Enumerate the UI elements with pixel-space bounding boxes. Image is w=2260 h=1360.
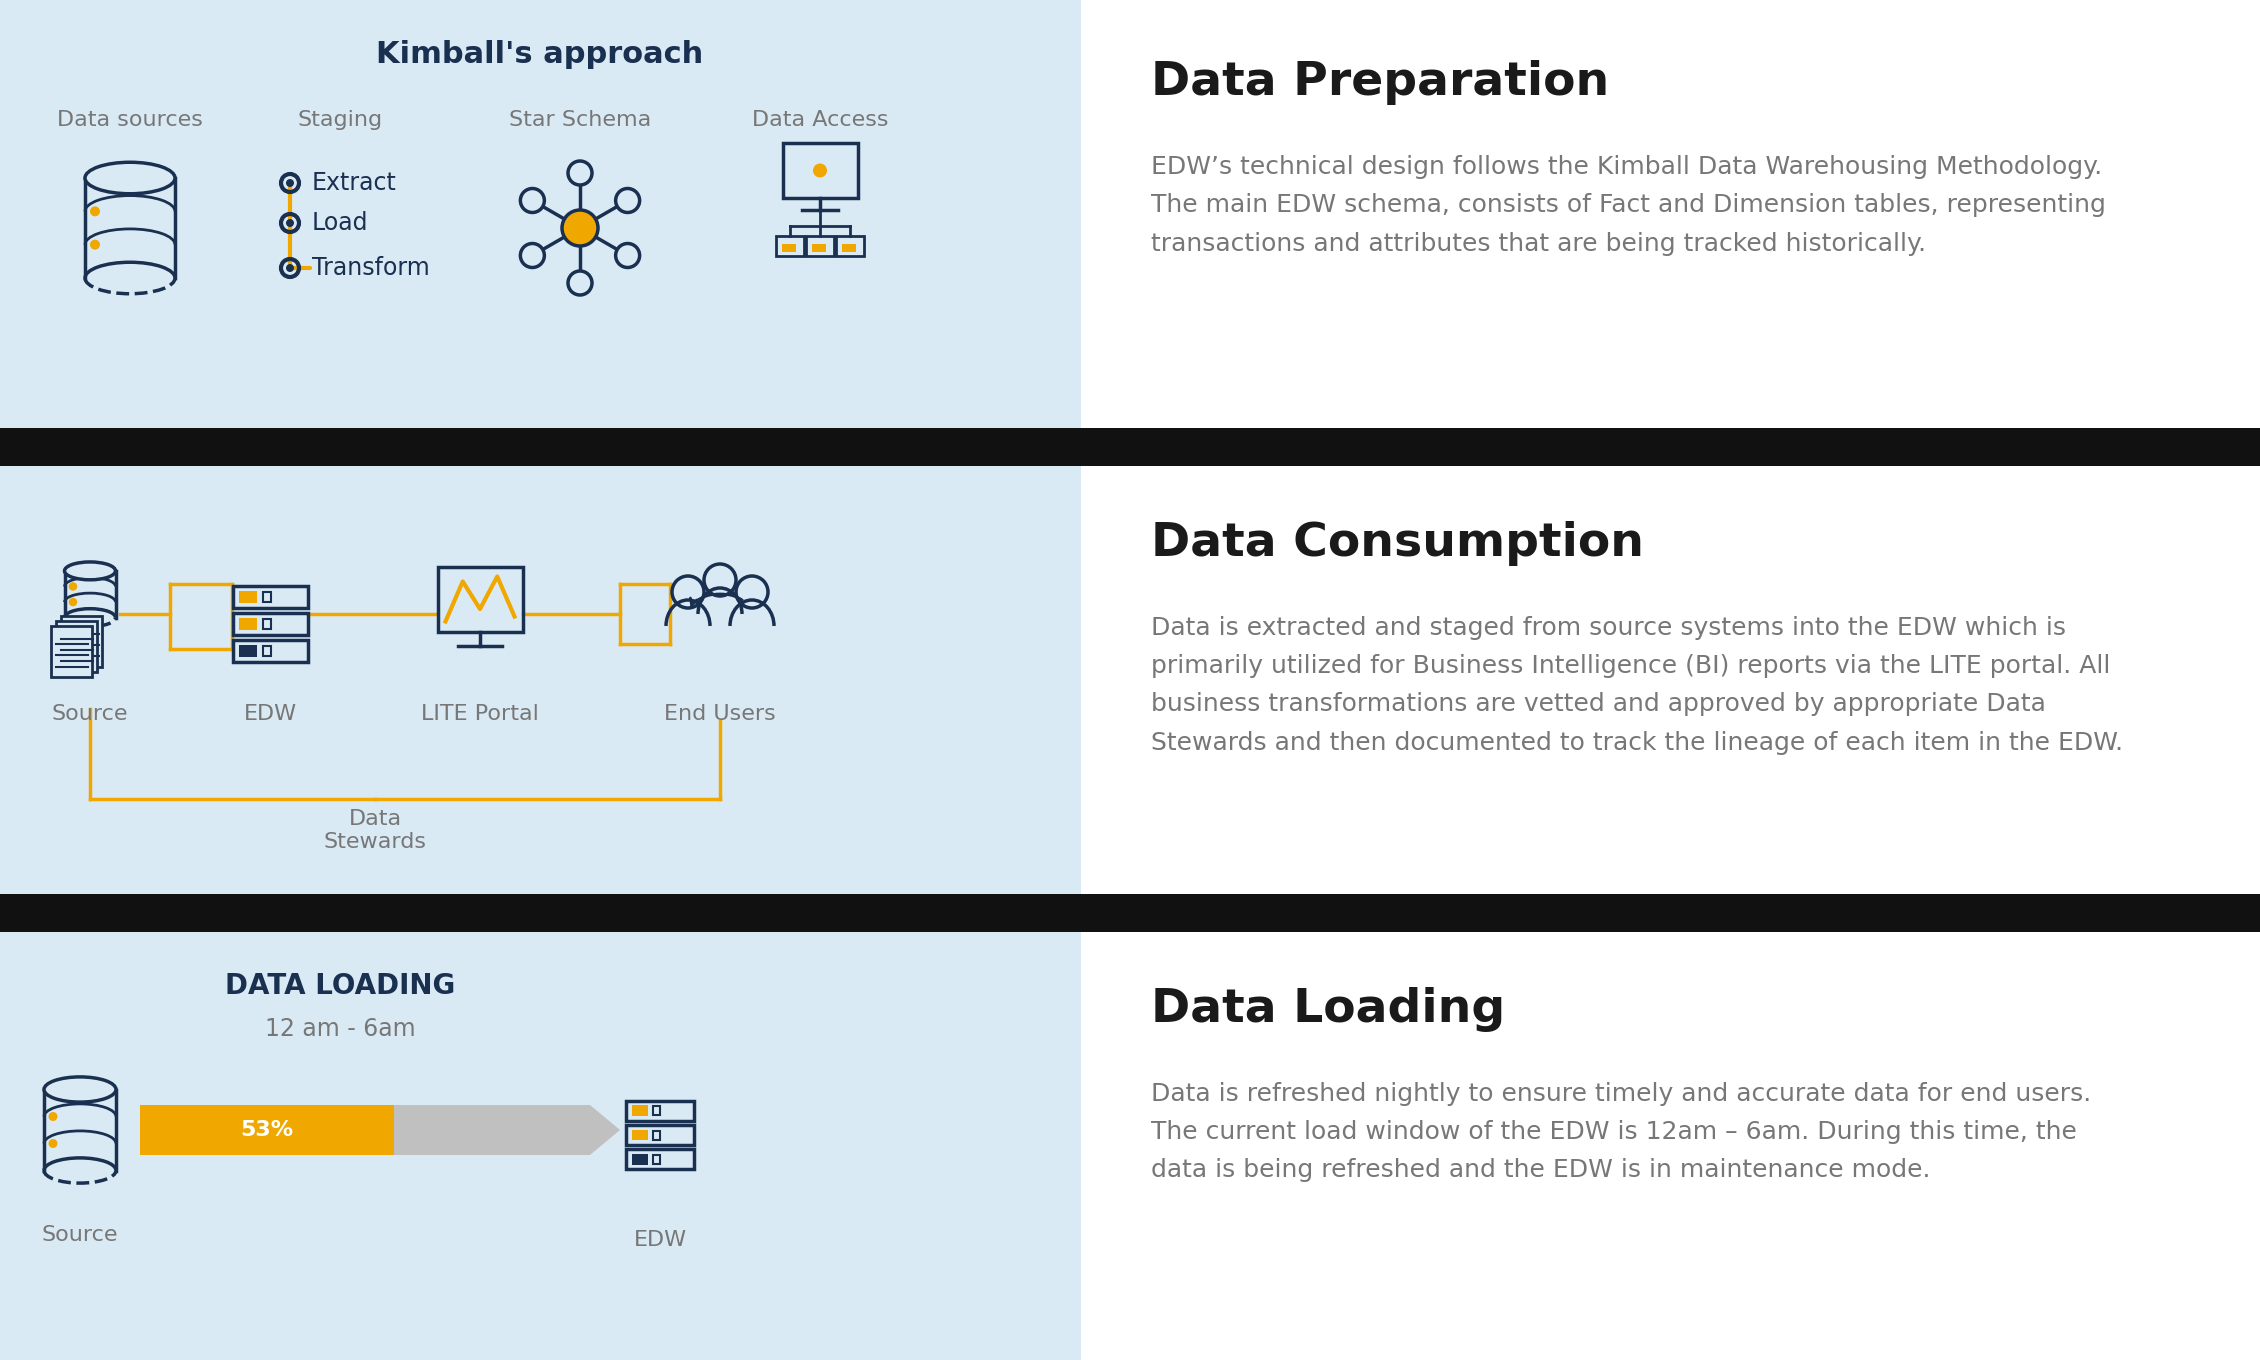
Bar — [631, 1106, 649, 1117]
Circle shape — [47, 1140, 56, 1148]
Bar — [843, 243, 857, 252]
Bar — [631, 1130, 649, 1141]
Text: Transform: Transform — [312, 256, 429, 280]
Text: DATA LOADING: DATA LOADING — [226, 972, 454, 1000]
Bar — [653, 1155, 660, 1164]
Text: 12 am - 6am: 12 am - 6am — [264, 1017, 416, 1040]
Ellipse shape — [86, 162, 174, 193]
Bar — [1080, 0, 2260, 428]
Text: Staging: Staging — [298, 110, 382, 131]
Polygon shape — [140, 1104, 619, 1155]
Circle shape — [615, 189, 640, 212]
Bar — [0, 932, 1080, 1360]
Polygon shape — [140, 1104, 396, 1155]
Bar — [61, 616, 102, 666]
Bar — [0, 466, 1080, 894]
Text: Load: Load — [312, 211, 368, 235]
Text: Data is extracted and staged from source systems into the EDW which is
primarily: Data is extracted and staged from source… — [1150, 616, 2122, 755]
Bar — [1080, 932, 2260, 1360]
Circle shape — [90, 239, 99, 250]
Bar — [1080, 466, 2260, 894]
Bar — [811, 243, 825, 252]
Bar — [52, 626, 93, 677]
Text: Star Schema: Star Schema — [508, 110, 651, 131]
Text: Data Access: Data Access — [753, 110, 888, 131]
Bar — [775, 237, 805, 256]
Circle shape — [520, 189, 545, 212]
Circle shape — [68, 582, 77, 590]
Bar — [262, 646, 271, 656]
Ellipse shape — [43, 1077, 115, 1102]
Text: Extract: Extract — [312, 171, 398, 194]
Text: Data sources: Data sources — [56, 110, 203, 131]
Bar — [233, 613, 307, 635]
Circle shape — [567, 271, 592, 295]
Circle shape — [615, 243, 640, 268]
Bar — [626, 1100, 694, 1121]
Bar — [626, 1125, 694, 1145]
Bar — [807, 237, 834, 256]
Circle shape — [90, 207, 99, 216]
Text: EDW: EDW — [633, 1229, 687, 1250]
Bar — [438, 567, 522, 631]
Circle shape — [287, 180, 294, 188]
Text: End Users: End Users — [664, 704, 775, 724]
Circle shape — [814, 163, 827, 178]
Circle shape — [287, 219, 294, 227]
Text: EDW’s technical design follows the Kimball Data Warehousing Methodology.
The mai: EDW’s technical design follows the Kimba… — [1150, 155, 2106, 256]
Bar — [0, 894, 2260, 932]
Circle shape — [567, 160, 592, 185]
Circle shape — [287, 264, 294, 272]
FancyArrowPatch shape — [689, 598, 696, 605]
Bar — [262, 619, 271, 628]
Bar — [782, 243, 796, 252]
Text: LITE Portal: LITE Portal — [420, 704, 538, 724]
Bar — [782, 143, 857, 199]
Bar — [631, 1153, 649, 1164]
Text: Data is refreshed nightly to ensure timely and accurate data for end users.
The : Data is refreshed nightly to ensure time… — [1150, 1083, 2090, 1182]
Bar — [240, 645, 255, 657]
Bar — [653, 1130, 660, 1140]
Text: Data Preparation: Data Preparation — [1150, 60, 1609, 105]
Text: Data
Stewards: Data Stewards — [323, 809, 427, 853]
Bar — [653, 1106, 660, 1115]
Bar — [233, 641, 307, 662]
Bar — [240, 592, 255, 602]
Bar — [626, 1149, 694, 1170]
Bar — [240, 617, 255, 630]
Bar — [262, 592, 271, 602]
Text: Source: Source — [41, 1225, 118, 1244]
Text: Data Consumption: Data Consumption — [1150, 521, 1643, 566]
Circle shape — [68, 598, 77, 607]
Ellipse shape — [66, 562, 115, 579]
Text: Data Loading: Data Loading — [1150, 987, 1505, 1032]
Text: Source: Source — [52, 704, 129, 724]
Bar — [0, 428, 2260, 466]
Circle shape — [47, 1112, 56, 1121]
Bar — [836, 237, 863, 256]
Text: 53%: 53% — [240, 1121, 294, 1140]
Bar — [0, 0, 1080, 428]
Circle shape — [563, 209, 599, 246]
Circle shape — [520, 243, 545, 268]
Text: EDW: EDW — [244, 704, 296, 724]
Bar — [56, 620, 97, 672]
Text: Kimball's approach: Kimball's approach — [377, 39, 703, 69]
Bar — [233, 586, 307, 608]
